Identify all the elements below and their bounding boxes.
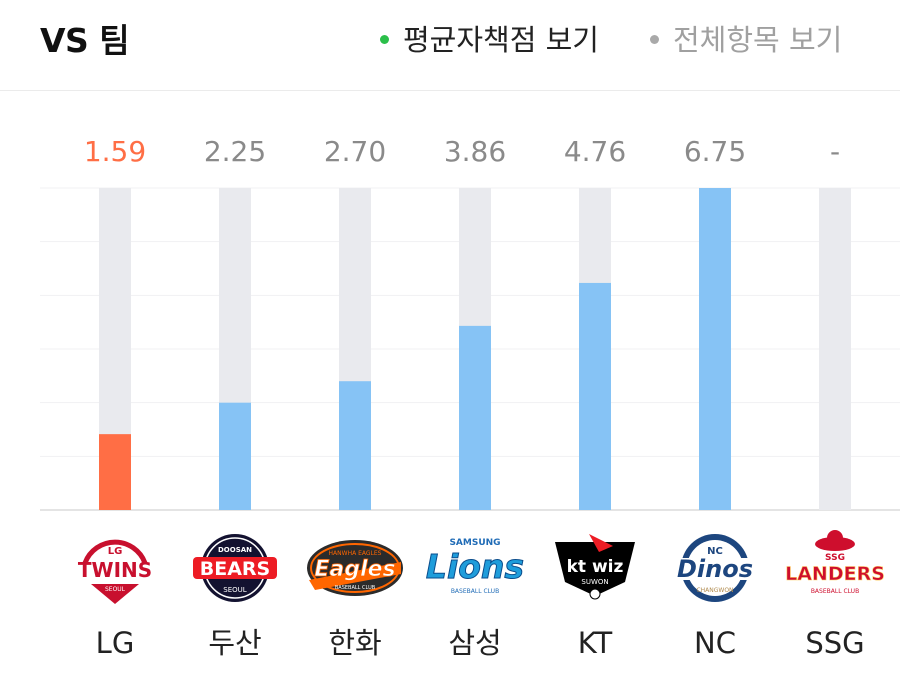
logo-arc xyxy=(82,539,148,564)
logo-text: SSG xyxy=(825,553,845,563)
team-name: 한화 xyxy=(328,626,381,660)
logo-band xyxy=(193,557,277,579)
logo-text: BASEBALL CLUB xyxy=(811,588,859,595)
value-label: 4.76 xyxy=(564,135,626,168)
logo-ufo-dome xyxy=(827,530,843,538)
doosan-bears-logo-icon: DOOSAN BEARS SEOUL xyxy=(193,534,277,602)
team-name: 두산 xyxy=(208,626,261,660)
bar xyxy=(699,188,731,510)
logo-band xyxy=(667,558,763,580)
logo-text: BASEBALL CLUB xyxy=(451,588,499,595)
team-name: KT xyxy=(578,626,613,660)
logo-text: BASEBALL CLUB xyxy=(335,585,376,591)
logo-text: SEOUL xyxy=(105,586,126,593)
logo-text: HANWHA EAGLES xyxy=(329,550,382,557)
unselected-dot-icon xyxy=(650,34,659,44)
all-items-view-option[interactable]: 전체항목 보기 xyxy=(650,17,842,59)
selected-dot-icon xyxy=(380,34,389,44)
value-label: 2.70 xyxy=(324,135,386,168)
logo-text: Dinos xyxy=(677,555,753,583)
all-items-view-label: 전체항목 보기 xyxy=(673,23,843,57)
bar xyxy=(579,282,611,510)
page-title: VS 팀 xyxy=(40,21,130,60)
logo-text: LANDERS xyxy=(785,563,885,585)
team-name: 삼성 xyxy=(448,626,501,660)
logo-ufo xyxy=(815,537,855,551)
logo-text: LG xyxy=(108,546,123,557)
logo-text: DOOSAN xyxy=(218,546,252,554)
team-name: LG xyxy=(96,626,135,660)
logo-text: CHANGWON xyxy=(696,587,733,594)
value-label: 2.25 xyxy=(204,135,266,168)
value-label: 3.86 xyxy=(444,135,506,168)
logo-text: Lions xyxy=(426,547,524,586)
team-era-chart: 1.59LGLGTWINSSEOUL2.25두산DOOSANBEARSSEOUL… xyxy=(40,135,900,660)
logo-text: kt wiz xyxy=(567,557,624,577)
team-name: SSG xyxy=(805,626,864,660)
logo-text: SAMSUNG xyxy=(449,538,500,548)
logo-text: TWINS xyxy=(78,558,152,582)
bar xyxy=(99,434,131,510)
logo-text: BEARS xyxy=(200,558,270,580)
logo-flame xyxy=(589,534,613,552)
era-view-option[interactable]: 평균자책점 보기 xyxy=(380,17,599,59)
era-view-label: 평균자책점 보기 xyxy=(403,23,599,57)
logo-swoosh xyxy=(309,562,401,590)
logo-text: SUWON xyxy=(581,578,608,586)
bar-track xyxy=(819,188,851,510)
logo-text: NC xyxy=(707,546,723,557)
value-label: 6.75 xyxy=(684,135,746,168)
team-name: NC xyxy=(694,626,736,660)
header: VS 팀 평균자책점 보기 전체항목 보기 xyxy=(0,0,900,91)
bar xyxy=(219,402,251,510)
logo-shape xyxy=(91,584,139,604)
logo-ball xyxy=(589,588,601,600)
bar xyxy=(339,381,371,510)
logo-shield xyxy=(555,542,635,596)
value-label: - xyxy=(830,135,840,168)
bar xyxy=(459,325,491,510)
value-label: 1.59 xyxy=(84,135,146,168)
logo-text: SEOUL xyxy=(223,586,246,594)
logo-text: Eagles xyxy=(314,557,395,582)
